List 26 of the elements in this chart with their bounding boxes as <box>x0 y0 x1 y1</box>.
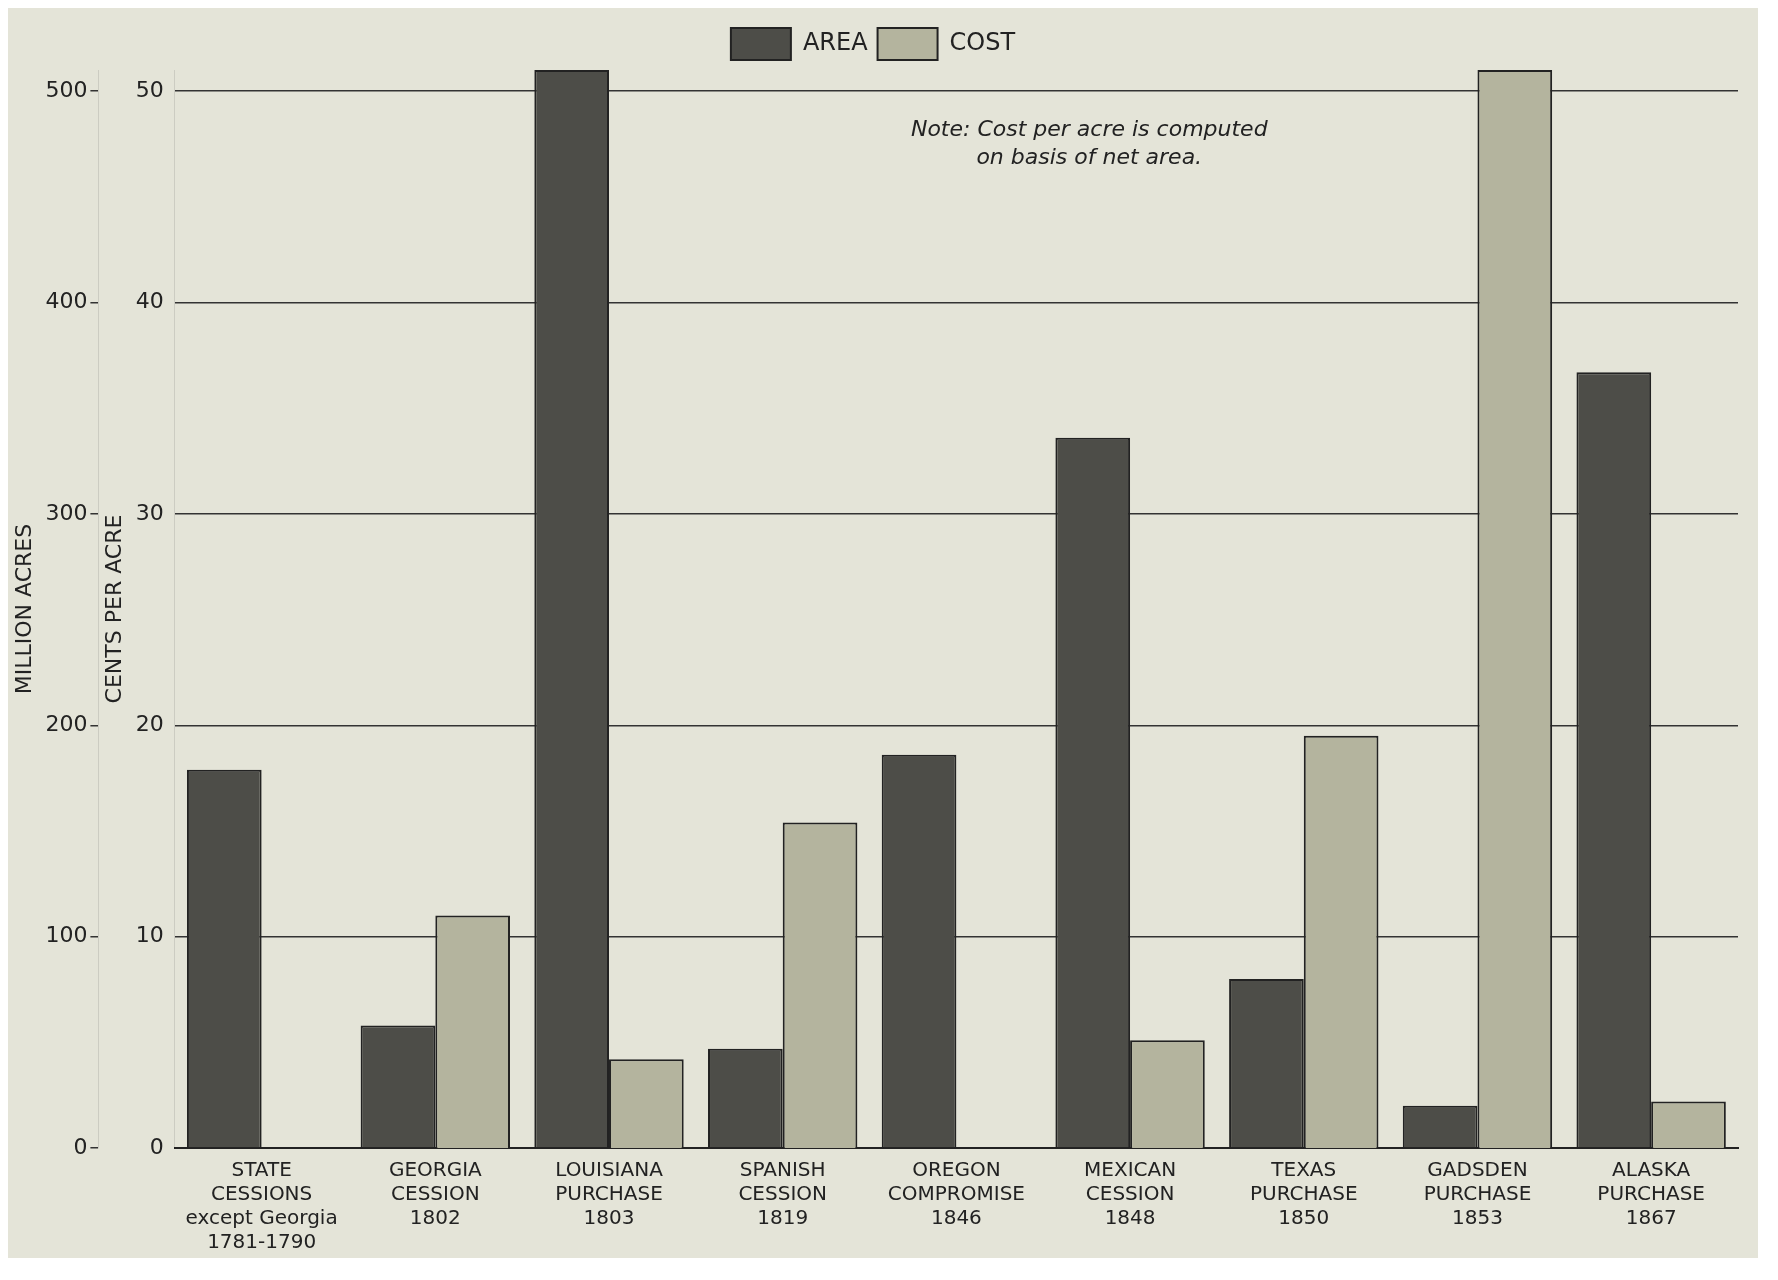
x-tick-label: ALASKA PURCHASE 1867 <box>1597 1157 1705 1230</box>
x-tick-label: LOUISIANA PURCHASE 1803 <box>555 1157 664 1230</box>
y-tick-label: 100 <box>45 922 88 948</box>
x-tick-label: MEXICAN CESSION 1848 <box>1084 1157 1177 1230</box>
y-tick-label: 0 <box>73 1133 88 1159</box>
y2-tick-label: 10 <box>135 922 164 948</box>
y2-tick-label: 50 <box>135 76 164 102</box>
legend-label: AREA <box>802 28 869 57</box>
x-tick-label: GADSDEN PURCHASE 1853 <box>1423 1157 1532 1230</box>
x-tick-label: TEXAS PURCHASE 1850 <box>1249 1157 1358 1230</box>
legend-label: COST <box>949 28 1016 57</box>
x-tick-label: STATE CESSIONS except Georgia 1781-1790 <box>185 1157 338 1254</box>
x-tick-label: SPANISH CESSION 1819 <box>738 1157 827 1230</box>
y-tick-label: 200 <box>45 710 88 736</box>
y2-tick-label: 0 <box>149 1133 164 1159</box>
annotation: Note: Cost per acre is computed on basis of net area. <box>910 115 1269 169</box>
y-tick-label: 400 <box>45 288 88 314</box>
y2-axis-title: CENTS PER ACRE <box>101 514 127 704</box>
y-tick-label: 300 <box>45 499 88 525</box>
y-axis-title: MILLION ACRES <box>10 523 36 695</box>
x-tick-label: OREGON COMPROMISE 1846 <box>887 1157 1025 1230</box>
y2-tick-label: 20 <box>135 710 164 736</box>
y2-tick-label: 30 <box>135 499 164 525</box>
x-tick-label: GEORGIA CESSION 1802 <box>388 1157 483 1230</box>
y-tick-label: 500 <box>45 76 88 102</box>
y2-tick-label: 40 <box>135 288 164 314</box>
